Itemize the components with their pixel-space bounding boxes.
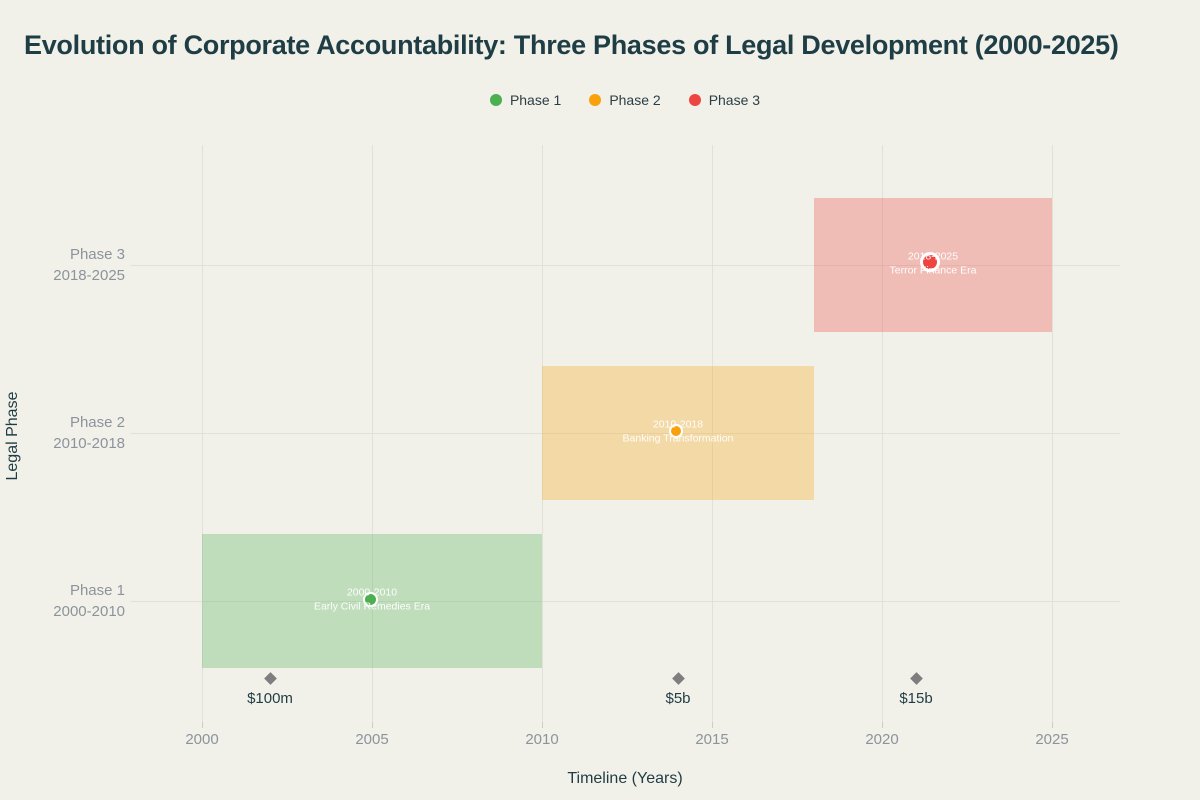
- x-tick-label-2000: 2000: [185, 731, 219, 748]
- legend: Phase 1 Phase 2 Phase 3: [130, 92, 1120, 108]
- x-tick-label-2015: 2015: [695, 731, 729, 748]
- legend-item-phase-2[interactable]: Phase 2: [589, 92, 661, 108]
- legend-item-phase-3[interactable]: Phase 3: [688, 92, 761, 108]
- x-tick-mark-2010: [541, 722, 543, 728]
- legend-dot-icon: [589, 94, 602, 106]
- milestone-diamond-icon[interactable]: [909, 671, 923, 685]
- x-tick-label-2005: 2005: [355, 731, 389, 748]
- x-tick-label-2025: 2025: [1035, 731, 1069, 748]
- x-tick-mark-2015: [711, 722, 713, 728]
- legend-dot-icon: [688, 94, 701, 106]
- gridline-vertical-2010: [541, 145, 543, 722]
- y-axis-title: Legal Phase: [4, 391, 21, 481]
- y-axis-category-label-1: Phase 1 2000-2010: [0, 580, 125, 622]
- gridline-horizontal-phase-1: [130, 600, 1120, 602]
- gridline-vertical-2020: [881, 145, 883, 722]
- x-tick-mark-2000: [201, 722, 203, 728]
- x-tick-mark-2005: [371, 722, 373, 728]
- gridline-vertical-2000: [201, 145, 203, 722]
- y-label-phase-name: Phase 2: [69, 414, 125, 431]
- legend-label: Phase 3: [708, 92, 761, 108]
- gridline-vertical-2005: [371, 145, 373, 722]
- gridline-vertical-2015: [711, 145, 713, 722]
- legend-dot-icon: [489, 94, 502, 106]
- legend-item-phase-1[interactable]: Phase 1: [489, 92, 562, 108]
- y-label-phase-name: Phase 1: [69, 582, 125, 599]
- x-tick-mark-2025: [1051, 722, 1053, 728]
- legend-label: Phase 1: [509, 92, 562, 108]
- gridline-vertical-2025: [1051, 145, 1053, 722]
- x-axis-title: Timeline (Years): [567, 770, 683, 787]
- y-axis-category-label-2: Phase 2 2010-2018: [0, 412, 125, 454]
- y-label-phase-range: 2010-2018: [53, 435, 125, 452]
- gridline-horizontal-phase-2: [130, 432, 1120, 434]
- milestone-diamond-icon[interactable]: [671, 671, 685, 685]
- milestone-label-1: $100m: [247, 690, 293, 707]
- y-axis-category-label-3: Phase 3 2018-2025: [0, 244, 125, 286]
- y-label-phase-range: 2000-2010: [53, 603, 125, 620]
- x-tick-mark-2020: [881, 722, 883, 728]
- y-label-phase-range: 2018-2025: [53, 267, 125, 284]
- phase-marker-1[interactable]: [362, 591, 378, 607]
- milestone-label-3: $15b: [899, 690, 933, 707]
- x-tick-label-2020: 2020: [865, 731, 899, 748]
- y-label-phase-name: Phase 3: [69, 246, 125, 263]
- chart-title: Evolution of Corporate Accountability: T…: [24, 30, 1119, 60]
- milestone-label-2: $5b: [665, 690, 691, 707]
- legend-label: Phase 2: [609, 92, 661, 108]
- gridline-horizontal-phase-3: [130, 264, 1120, 266]
- x-tick-label-2010: 2010: [525, 731, 559, 748]
- phase-marker-2[interactable]: [669, 424, 683, 438]
- milestone-diamond-icon[interactable]: [263, 671, 277, 685]
- phase-marker-3[interactable]: [920, 252, 940, 272]
